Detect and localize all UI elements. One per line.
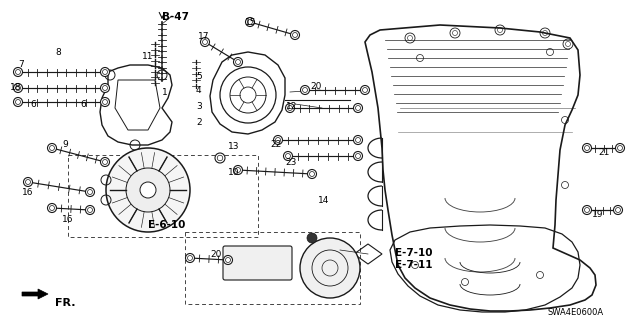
Text: 9: 9 <box>62 140 68 149</box>
Circle shape <box>186 254 195 263</box>
Circle shape <box>13 84 22 93</box>
Circle shape <box>13 68 22 77</box>
Text: E-7-10: E-7-10 <box>395 248 433 258</box>
Circle shape <box>353 103 362 113</box>
Text: 14: 14 <box>318 196 330 205</box>
Text: 6: 6 <box>80 100 86 109</box>
Circle shape <box>353 152 362 160</box>
Text: 6: 6 <box>30 100 36 109</box>
Text: 18: 18 <box>10 83 22 92</box>
Text: E-6-10: E-6-10 <box>148 220 186 230</box>
Text: 10: 10 <box>228 168 239 177</box>
Polygon shape <box>131 208 155 225</box>
Text: 19: 19 <box>592 210 604 219</box>
Circle shape <box>200 38 209 47</box>
Circle shape <box>234 57 243 66</box>
Circle shape <box>223 256 232 264</box>
Circle shape <box>582 144 591 152</box>
Circle shape <box>106 148 190 232</box>
Circle shape <box>285 103 294 113</box>
Circle shape <box>284 152 292 160</box>
FancyBboxPatch shape <box>223 246 292 280</box>
Text: 2: 2 <box>196 118 202 127</box>
Text: FR.: FR. <box>55 298 76 308</box>
Circle shape <box>47 144 56 152</box>
Text: 7: 7 <box>18 60 24 69</box>
Text: 21: 21 <box>598 148 609 157</box>
Circle shape <box>246 18 255 26</box>
Circle shape <box>100 84 109 93</box>
Circle shape <box>47 204 56 212</box>
Text: 20: 20 <box>310 82 321 91</box>
Circle shape <box>307 233 317 243</box>
Text: B-47: B-47 <box>162 12 189 22</box>
Text: 1: 1 <box>162 88 168 97</box>
Circle shape <box>353 136 362 145</box>
Text: 23: 23 <box>285 158 296 167</box>
Text: 3: 3 <box>196 102 202 111</box>
Text: 22: 22 <box>270 140 281 149</box>
Text: 13: 13 <box>228 142 239 151</box>
Circle shape <box>616 144 625 152</box>
Circle shape <box>86 188 95 197</box>
Text: SWA4E0600A: SWA4E0600A <box>548 308 604 317</box>
Text: 5: 5 <box>196 72 202 81</box>
Text: 4: 4 <box>196 86 202 95</box>
Text: 15: 15 <box>245 18 257 27</box>
Circle shape <box>13 98 22 107</box>
Polygon shape <box>22 289 48 299</box>
Circle shape <box>234 166 243 174</box>
Text: 12: 12 <box>286 102 298 111</box>
Circle shape <box>307 169 317 179</box>
Text: E-7-11: E-7-11 <box>395 260 433 270</box>
Circle shape <box>100 158 109 167</box>
Text: 16: 16 <box>62 215 74 224</box>
Text: 8: 8 <box>55 48 61 57</box>
Circle shape <box>273 136 282 145</box>
Text: 11: 11 <box>142 52 154 61</box>
Circle shape <box>86 205 95 214</box>
Circle shape <box>614 205 623 214</box>
Circle shape <box>291 31 300 40</box>
Circle shape <box>300 238 360 298</box>
Circle shape <box>215 153 225 163</box>
Circle shape <box>126 168 170 212</box>
Text: 17: 17 <box>198 32 209 41</box>
Text: 16: 16 <box>22 188 33 197</box>
Circle shape <box>140 182 156 198</box>
Text: 20: 20 <box>210 250 221 259</box>
Circle shape <box>24 177 33 187</box>
Circle shape <box>582 205 591 214</box>
Circle shape <box>360 85 369 94</box>
Circle shape <box>301 85 310 94</box>
Circle shape <box>100 98 109 107</box>
Circle shape <box>100 68 109 77</box>
